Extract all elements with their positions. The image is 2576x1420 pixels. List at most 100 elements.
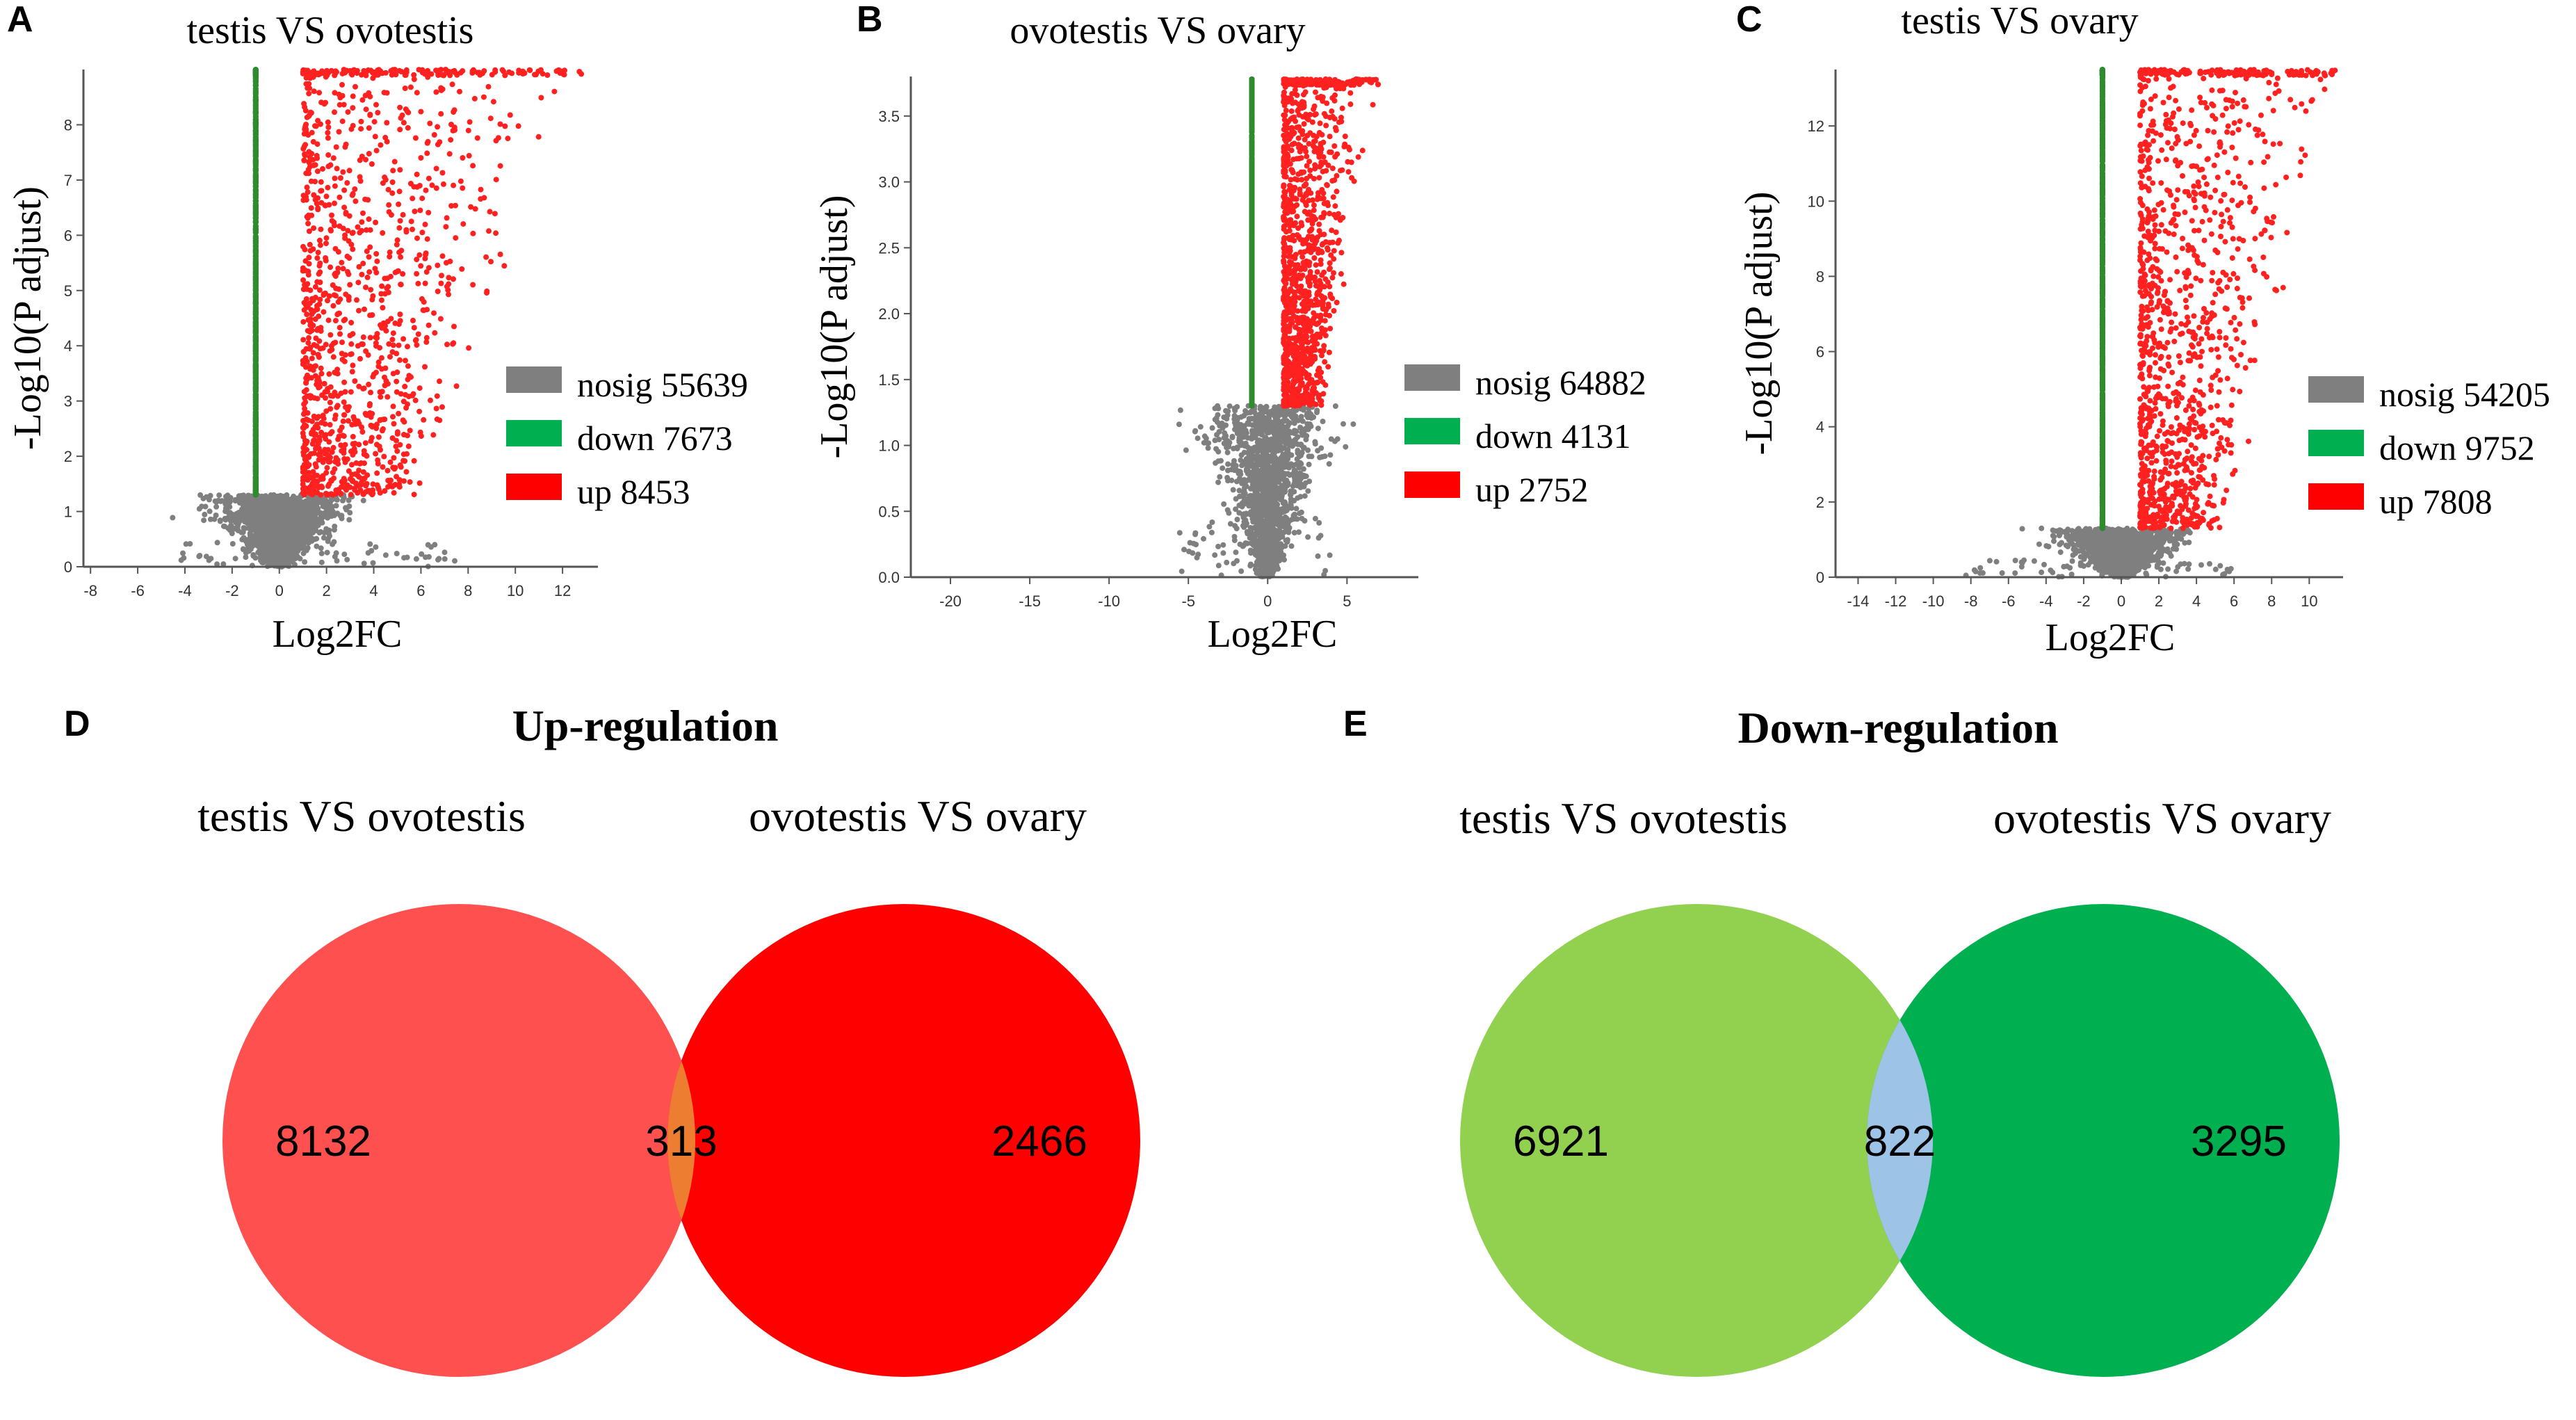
data-point (390, 342, 396, 348)
data-point (419, 195, 426, 202)
data-point (318, 449, 324, 455)
y-tick-label: 5 (64, 282, 72, 300)
data-point (481, 68, 487, 74)
data-point (337, 194, 343, 200)
data-point (350, 441, 356, 447)
data-point (302, 246, 308, 252)
data-point (374, 258, 380, 264)
data-point (252, 238, 259, 243)
data-point (334, 510, 341, 517)
data-point (356, 421, 362, 427)
data-point (245, 538, 252, 544)
data-point (423, 339, 430, 345)
data-point (389, 337, 396, 343)
data-point (323, 408, 330, 414)
data-point (325, 163, 332, 170)
data-point (407, 84, 414, 90)
data-point (270, 544, 277, 550)
data-point (319, 392, 325, 398)
data-point (310, 298, 316, 303)
data-point (349, 462, 355, 468)
data-point (301, 492, 307, 497)
data-point (1225, 467, 1231, 474)
data-point (411, 458, 417, 464)
data-point (316, 485, 322, 491)
data-point (375, 457, 381, 463)
data-point (419, 296, 425, 302)
data-point (327, 421, 333, 428)
data-point (444, 215, 450, 221)
data-point (350, 331, 356, 337)
data-point (370, 560, 376, 566)
data-point (252, 316, 259, 322)
data-point (320, 345, 326, 351)
data-point (311, 88, 317, 95)
data-point (493, 138, 499, 144)
data-point (488, 259, 494, 265)
data-point (469, 70, 476, 76)
data-point (341, 102, 347, 108)
data-point (378, 394, 384, 400)
data-point (350, 105, 356, 111)
data-point (314, 279, 321, 285)
data-point (311, 437, 317, 444)
data-point (252, 266, 259, 272)
data-point (1224, 507, 1231, 513)
data-point (351, 67, 357, 73)
data-point (432, 542, 438, 548)
data-point (263, 495, 268, 501)
data-point (439, 273, 444, 279)
data-point (389, 72, 395, 78)
data-point (378, 291, 384, 297)
data-point (411, 72, 417, 78)
data-point (330, 155, 337, 161)
data-point (1236, 510, 1242, 516)
data-point (1299, 432, 1306, 438)
data-point (374, 442, 380, 448)
data-point (252, 308, 259, 314)
data-point (442, 556, 448, 562)
data-point (391, 455, 397, 461)
data-point (295, 511, 301, 517)
data-point (379, 283, 385, 289)
data-point (397, 462, 403, 468)
data-point (321, 309, 327, 315)
data-point (366, 254, 372, 260)
data-point (350, 246, 356, 252)
data-point (428, 397, 433, 403)
data-point (390, 403, 396, 410)
data-point (448, 137, 454, 143)
data-point (302, 528, 308, 534)
data-point (286, 522, 292, 529)
data-point (367, 541, 373, 547)
data-point (340, 266, 346, 272)
data-point (252, 275, 259, 282)
data-point (339, 92, 346, 99)
data-point (362, 440, 368, 446)
data-point (305, 372, 310, 378)
data-point (288, 504, 294, 510)
panel-letter: A (7, 0, 33, 40)
data-point (325, 124, 332, 130)
data-point (232, 526, 238, 532)
data-point (242, 525, 248, 531)
data-point (213, 503, 220, 510)
data-point (278, 556, 284, 561)
data-point (178, 557, 184, 563)
data-point (407, 479, 413, 485)
data-point (252, 111, 259, 117)
data-point (502, 72, 508, 79)
data-point (206, 557, 212, 563)
data-point (412, 209, 418, 214)
data-point (304, 312, 310, 318)
data-point (271, 558, 277, 564)
data-point (460, 185, 466, 191)
data-point (505, 136, 511, 142)
data-point (252, 287, 259, 293)
data-point (199, 503, 205, 510)
data-point (335, 311, 341, 317)
data-point (284, 532, 290, 538)
data-point (450, 341, 456, 347)
data-point (457, 178, 464, 184)
data-point (446, 291, 451, 298)
